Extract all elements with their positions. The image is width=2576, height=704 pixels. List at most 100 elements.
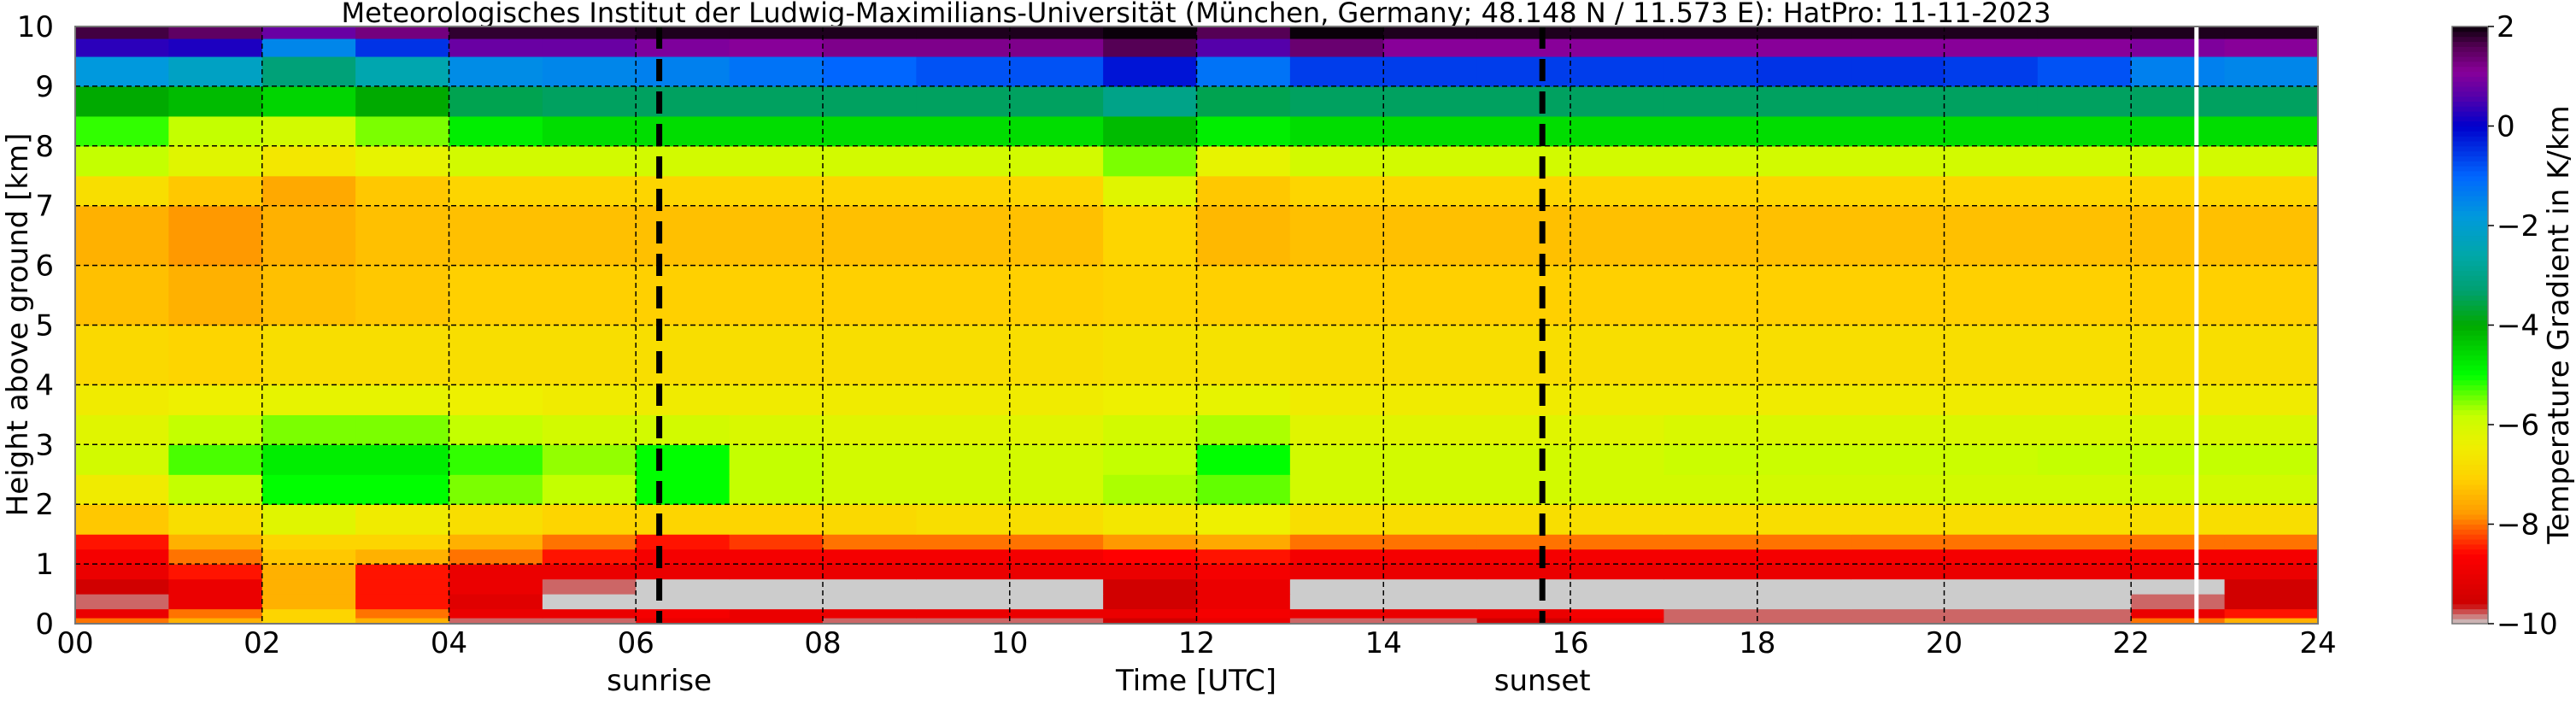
heatmap-cell (355, 594, 450, 610)
heatmap-cell (2131, 549, 2226, 565)
heatmap-cell (1944, 175, 2039, 207)
heatmap-cell (449, 175, 543, 207)
colorbar-segment (2452, 56, 2488, 62)
heatmap-cell (542, 145, 637, 177)
heatmap-cell (542, 414, 637, 445)
colorbar-tick-label: −10 (2497, 607, 2558, 642)
colorbar-segment (2452, 220, 2488, 226)
heatmap-cell (2131, 414, 2226, 445)
heatmap-cell (1103, 56, 1198, 87)
heatmap-cell (729, 384, 824, 415)
heatmap-cell (1851, 325, 1945, 385)
heatmap-cell (168, 549, 263, 565)
heatmap-cell (2131, 594, 2226, 610)
heatmap-cell (1383, 578, 1478, 595)
heatmap-cell (1009, 504, 1104, 535)
y-axis-ticks: 0 1 2 3 4 5 6 7 8 9 10 (17, 10, 54, 642)
heatmap-cell (75, 175, 169, 207)
heatmap-cell (1757, 414, 1851, 445)
heatmap-cell (1103, 504, 1198, 535)
heatmap-cell (2224, 549, 2319, 565)
heatmap-cell (2224, 56, 2319, 87)
heatmap-cell (449, 534, 543, 550)
heatmap-cell (823, 56, 917, 87)
colorbar-segment (2452, 36, 2488, 43)
heatmap-cell (2131, 384, 2226, 415)
heatmap-cell (168, 145, 263, 177)
heatmap-cell (2224, 175, 2319, 207)
colorbar-segment (2452, 325, 2488, 331)
heatmap-cell (355, 549, 450, 565)
colorbar-segment (2452, 196, 2488, 202)
heatmap-cell (1664, 265, 1758, 326)
heatmap-cell (2131, 145, 2226, 177)
colorbar-segment (2452, 584, 2488, 590)
heatmap-cell (168, 325, 263, 385)
heatmap-cell (449, 504, 543, 535)
heatmap-cell (168, 38, 263, 57)
heatmap-cell (1289, 618, 1384, 625)
heatmap-cell (168, 205, 263, 267)
colorbar-segment (2452, 594, 2488, 600)
heatmap-cell (1009, 38, 1104, 57)
heatmap-cell (1757, 384, 1851, 415)
heatmap-cell (729, 608, 824, 619)
colorbar-segment (2452, 240, 2488, 246)
heatmap-cell (355, 38, 450, 57)
heatmap-cell (168, 26, 263, 39)
heatmap-cell (2131, 608, 2226, 619)
heatmap-cell (1289, 414, 1384, 445)
heatmap-cell (449, 38, 543, 57)
heatmap-cell (1944, 85, 2039, 117)
colorbar-segment (2452, 469, 2488, 475)
colorbar-tick-label: −8 (2497, 508, 2539, 543)
heatmap-cell (355, 444, 450, 475)
colorbar-segment (2452, 255, 2488, 261)
heatmap-cell (1851, 414, 1945, 445)
heatmap-cell (449, 594, 543, 610)
colorbar-segment (2452, 155, 2488, 161)
colorbar-segment (2452, 519, 2488, 525)
heatmap-cell (1196, 265, 1291, 326)
colorbar-segment (2452, 290, 2488, 296)
heatmap-cell (1757, 26, 1851, 39)
heatmap-cell (916, 618, 1011, 625)
heatmap-cell (1009, 265, 1104, 326)
heatmap-cell (1944, 205, 2039, 267)
heatmap-cell (1851, 504, 1945, 535)
heatmap-cell (261, 474, 356, 505)
colorbar-segment (2452, 81, 2488, 87)
heatmap-cell (2224, 265, 2319, 326)
heatmap-cell (1476, 175, 1571, 207)
heatmap-cell (1383, 564, 1478, 580)
heatmap-cell (1851, 608, 1945, 619)
heatmap-cell (916, 608, 1011, 619)
colorbar-segment (2452, 538, 2488, 545)
heatmap-cell (1944, 578, 2039, 595)
x-tick-label: 10 (991, 626, 1028, 660)
colorbar-segment (2452, 349, 2488, 356)
colorbar-segment (2452, 578, 2488, 584)
heatmap-cell (1944, 444, 2039, 475)
colorbar-segment (2452, 474, 2488, 480)
heatmap-cell (261, 85, 356, 117)
heatmap-cell (1103, 26, 1198, 39)
heatmap-cell (823, 38, 917, 57)
heatmap-cell (261, 504, 356, 535)
heatmap-cell (823, 444, 917, 475)
heatmap-cell (1757, 85, 1851, 117)
heatmap-cell (823, 325, 917, 385)
colorbar-segment (2452, 384, 2488, 390)
heatmap-cell (261, 265, 356, 326)
colorbar-segment (2452, 230, 2488, 237)
heatmap-cell (2037, 205, 2132, 267)
colorbar-segment (2452, 200, 2488, 207)
heatmap-cell (1476, 205, 1571, 267)
heatmap-cell (1664, 618, 1758, 625)
heatmap-cell (1851, 618, 1945, 625)
y-tick-label: 8 (35, 130, 54, 164)
heatmap-cell (2224, 608, 2319, 619)
heatmap-cell (2224, 414, 2319, 445)
heatmap-cell (168, 414, 263, 445)
